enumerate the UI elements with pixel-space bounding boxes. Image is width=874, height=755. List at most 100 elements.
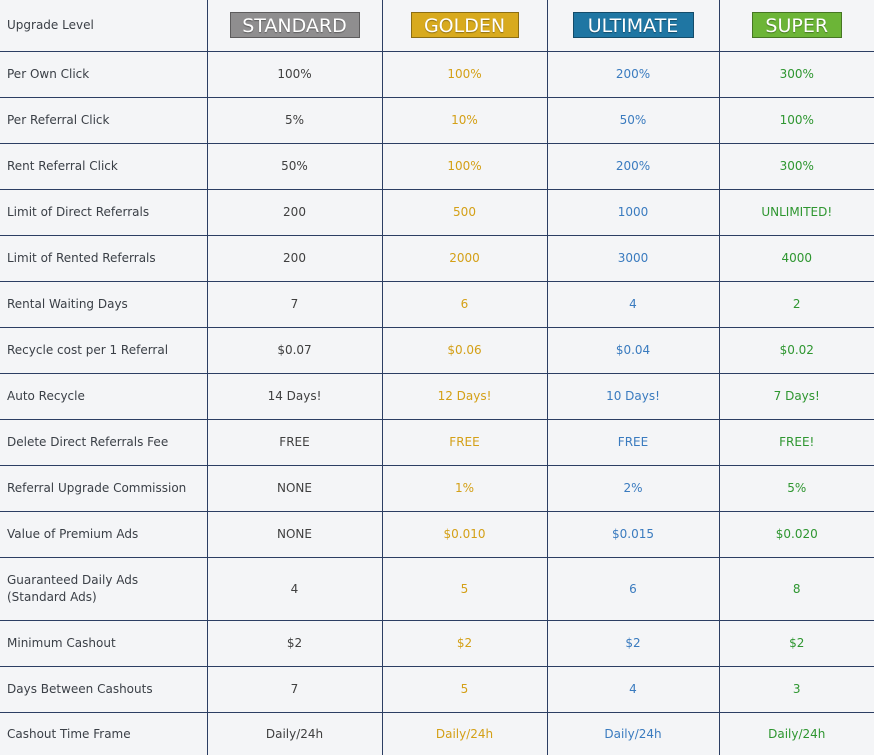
ultimate-value-cell: 6 — [546, 557, 719, 621]
ultimate-value-cell: $0.015 — [546, 511, 719, 558]
super-value-cell: 100% — [718, 97, 874, 144]
standard-value-cell: Daily/24h — [206, 712, 382, 755]
header-row: Upgrade Level STANDARD GOLDEN ULTIMATE S… — [0, 0, 874, 52]
row-label: Limit of Direct Referrals — [0, 189, 207, 236]
ultimate-value-cell: 200% — [546, 143, 719, 190]
golden-header-cell: GOLDEN — [381, 0, 547, 52]
ultimate-value-cell: 200% — [546, 51, 719, 98]
table-row: Minimum Cashout $2 $2 $2 $2 — [0, 620, 874, 667]
standard-value-cell: $0.07 — [206, 327, 382, 374]
standard-value-cell: 100% — [206, 51, 382, 98]
standard-value-cell: 50% — [206, 143, 382, 190]
table-row: Recycle cost per 1 Referral $0.07 $0.06 $0.… — [0, 327, 874, 374]
table-row: Referral Upgrade Commission NONE 1% 2% 5% — [0, 465, 874, 512]
standard-value-cell: 7 — [206, 281, 382, 328]
golden-plan-button[interactable]: GOLDEN — [410, 12, 519, 39]
table-row: Limit of Direct Referrals 200 500 1000 UNLIM… — [0, 189, 874, 236]
golden-value-cell: FREE — [381, 419, 547, 466]
golden-value-cell: $0.06 — [381, 327, 547, 374]
super-value-cell: 7 Days! — [718, 373, 874, 420]
row-label: Recycle cost per 1 Referral — [0, 327, 207, 374]
row-label: Guaranteed Daily Ads (Standard Ads) — [0, 557, 207, 621]
standard-value-cell: 200 — [206, 235, 382, 282]
table-row: Auto Recycle 14 Days! 12 Days! 10 Days! 7 Da… — [0, 373, 874, 420]
golden-value-cell: 1% — [381, 465, 547, 512]
row-label: Delete Direct Referrals Fee — [0, 419, 207, 466]
super-value-cell: Daily/24h — [718, 712, 874, 755]
row-label: Value of Premium Ads — [0, 511, 207, 558]
super-value-cell: 3 — [718, 666, 874, 713]
ultimate-value-cell: 10 Days! — [546, 373, 719, 420]
ultimate-value-cell: 1000 — [546, 189, 719, 236]
table-row: Value of Premium Ads NONE $0.010 $0.015 $0.0… — [0, 511, 874, 558]
super-value-cell: 4000 — [718, 235, 874, 282]
standard-value-cell: NONE — [206, 465, 382, 512]
super-value-cell: 5% — [718, 465, 874, 512]
upgrade-level-label: Upgrade Level — [0, 0, 207, 52]
standard-value-cell: FREE — [206, 419, 382, 466]
row-label: Rent Referral Click — [0, 143, 207, 190]
super-value-cell: $0.020 — [718, 511, 874, 558]
row-label: Cashout Time Frame — [7, 726, 131, 741]
standard-plan-button[interactable]: STANDARD — [229, 12, 360, 39]
ultimate-header-cell: ULTIMATE — [546, 0, 719, 52]
golden-value-cell: 2000 — [381, 235, 547, 282]
super-plan-button[interactable]: SUPER — [751, 12, 842, 39]
super-value-cell: 300% — [718, 51, 874, 98]
row-label: Referral Upgrade Commission — [0, 465, 207, 512]
super-value-cell: 300% — [718, 143, 874, 190]
row-label: Limit of Rented Referrals — [0, 235, 207, 282]
standard-value-cell: NONE — [206, 511, 382, 558]
golden-value-cell: 5 — [381, 666, 547, 713]
row-label: Per Own Click — [0, 51, 207, 98]
row-label: Per Referral Click — [0, 97, 207, 144]
super-value-cell: 2 — [718, 281, 874, 328]
row-label: Auto Recycle — [0, 373, 207, 420]
ultimate-value-cell: 4 — [546, 281, 719, 328]
ultimate-value-cell: $2 — [546, 620, 719, 667]
golden-value-cell: 10% — [381, 97, 547, 144]
row-label: Days Between Cashouts — [0, 666, 207, 713]
standard-value-cell: $2 — [206, 620, 382, 667]
golden-value-cell: 500 — [381, 189, 547, 236]
ultimate-value-cell: $0.04 — [546, 327, 719, 374]
golden-value-cell: $0.010 — [381, 511, 547, 558]
table-row: Rental Waiting Days 7 6 4 2 — [0, 281, 874, 328]
ultimate-value-cell: 50% — [546, 97, 719, 144]
golden-value-cell: 6 — [381, 281, 547, 328]
golden-value-cell: 12 Days! — [381, 373, 547, 420]
table-row: Per Referral Click 5% 10% 50% 100% — [0, 97, 874, 144]
table-row: Cashout Time Frame Daily/24h Daily/24h Dail… — [0, 712, 874, 755]
table-row: Per Own Click 100% 100% 200% 300% — [0, 51, 874, 98]
super-value-cell: $2 — [718, 620, 874, 667]
table-row: Guaranteed Daily Ads (Standard Ads) 4 5 6 8 — [0, 557, 874, 621]
super-header-cell: SUPER — [718, 0, 874, 52]
standard-value-cell: 5% — [206, 97, 382, 144]
super-value-cell: 8 — [718, 557, 874, 621]
golden-value-cell: 100% — [381, 51, 547, 98]
golden-value-cell: Daily/24h — [381, 712, 547, 755]
row-label: Rental Waiting Days — [0, 281, 207, 328]
ultimate-value-cell: FREE — [546, 419, 719, 466]
standard-header-cell: STANDARD — [206, 0, 382, 52]
standard-value-cell: 200 — [206, 189, 382, 236]
ultimate-value-cell: Daily/24h — [546, 712, 719, 755]
ultimate-value-cell: 3000 — [546, 235, 719, 282]
super-value-cell: $0.02 — [718, 327, 874, 374]
super-value-cell: FREE! — [718, 419, 874, 466]
table-row: Days Between Cashouts 7 5 4 3 — [0, 666, 874, 713]
standard-value-cell: 4 — [206, 557, 382, 621]
standard-value-cell: 14 Days! — [206, 373, 382, 420]
standard-value-cell: 7 — [206, 666, 382, 713]
ultimate-value-cell: 4 — [546, 666, 719, 713]
golden-value-cell: $2 — [381, 620, 547, 667]
ultimate-plan-button[interactable]: ULTIMATE — [572, 12, 694, 39]
row-label: Minimum Cashout — [0, 620, 207, 667]
table-row: Limit of Rented Referrals 200 2000 3000 4000 — [0, 235, 874, 282]
table-row: Delete Direct Referrals Fee FREE FREE FREE F… — [0, 419, 874, 466]
ultimate-value-cell: 2% — [546, 465, 719, 512]
golden-value-cell: 5 — [381, 557, 547, 621]
table-row: Rent Referral Click 50% 100% 200% 300% — [0, 143, 874, 190]
